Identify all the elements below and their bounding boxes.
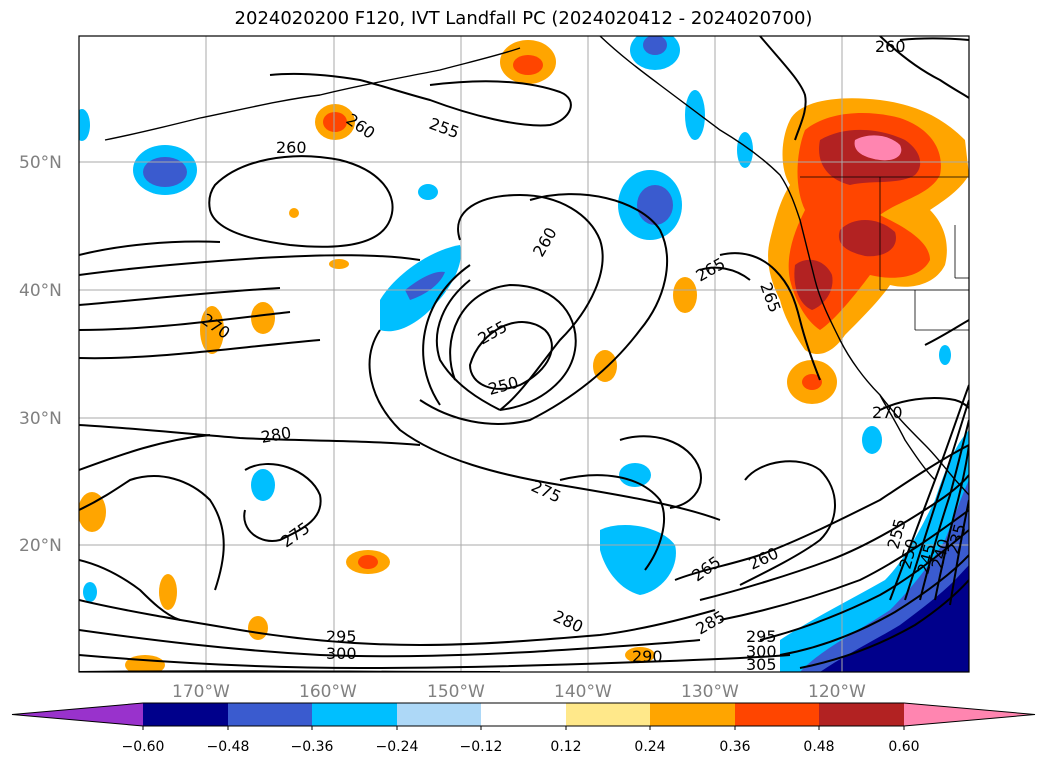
- colorbar-swatch: [735, 703, 819, 726]
- lon-label: 150°W: [427, 682, 485, 702]
- colorbar-tick-label: −0.24: [376, 739, 419, 755]
- contour-label: 295: [746, 627, 777, 646]
- contour-label: 270: [872, 403, 903, 422]
- contour-label: 260: [276, 138, 307, 157]
- colorbar-swatch: [397, 703, 481, 726]
- colorbar-tick-label: −0.12: [460, 739, 503, 755]
- colorbar-tick-label: −0.60: [122, 739, 165, 755]
- ivt-contours: [79, 36, 969, 672]
- colorbar-swatch: [143, 703, 228, 726]
- contour-label: 290: [632, 647, 663, 666]
- colorbar-tick-label: 0.24: [634, 739, 665, 755]
- lat-label: 30°N: [19, 409, 62, 429]
- contour-label: 295: [326, 627, 357, 646]
- lon-label: 160°W: [299, 682, 357, 702]
- colorbar-tick-label: 0.48: [803, 739, 834, 755]
- colorbar-swatch: [650, 703, 735, 726]
- colorbar-tick-labels: −0.60 −0.48 −0.36 −0.24 −0.12 0.12 0.24 …: [122, 739, 920, 755]
- lat-label: 40°N: [19, 281, 62, 301]
- contour-label: 260: [875, 37, 906, 56]
- colorbar: −0.60 −0.48 −0.36 −0.24 −0.12 0.12 0.24 …: [11, 702, 1036, 755]
- lon-label: 170°W: [172, 682, 230, 702]
- latitude-labels: 50°N 40°N 30°N 20°N: [19, 153, 62, 556]
- contour-label: 305: [746, 655, 777, 674]
- lon-label: 140°W: [554, 682, 612, 702]
- colorbar-swatch: [481, 703, 566, 726]
- plot-area: 260 255 260 260 260 255 250 265 265 270 …: [79, 36, 969, 674]
- lon-label: 130°W: [681, 682, 739, 702]
- colorbar-swatch: [312, 703, 397, 726]
- colorbar-swatch: [566, 703, 650, 726]
- colorbar-tick-label: 0.60: [888, 739, 919, 755]
- colorbar-swatches: [11, 702, 1036, 730]
- colorbar-swatch: [819, 703, 904, 726]
- contour-label: 300: [326, 644, 357, 663]
- colorbar-tick-label: −0.48: [207, 739, 250, 755]
- lat-label: 50°N: [19, 153, 62, 173]
- contour-label: 300: [746, 642, 777, 661]
- negative-anomaly-fills: [79, 36, 969, 672]
- colorbar-swatch: [904, 703, 1035, 726]
- colorbar-swatch: [12, 703, 143, 726]
- longitude-labels: 170°W 160°W 150°W 140°W 130°W 120°W: [172, 682, 866, 702]
- plot-frame: [78, 35, 970, 673]
- colorbar-swatch: [228, 703, 312, 726]
- graticule: [79, 36, 969, 672]
- colorbar-tick-label: −0.36: [291, 739, 334, 755]
- lat-label: 20°N: [19, 536, 62, 556]
- lon-label: 120°W: [808, 682, 866, 702]
- colorbar-tick-label: 0.12: [550, 739, 581, 755]
- colorbar-tick-label: 0.36: [719, 739, 750, 755]
- map-title: 2024020200 F120, IVT Landfall PC (202402…: [234, 8, 813, 29]
- borders: [800, 176, 969, 331]
